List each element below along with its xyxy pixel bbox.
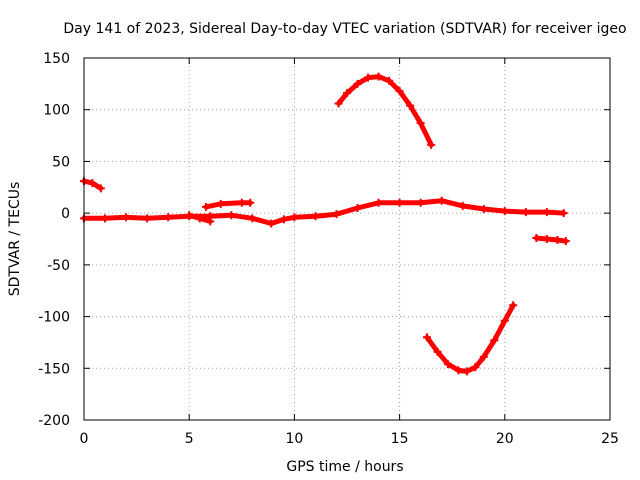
y-tick-label: 0 — [61, 206, 70, 222]
data-point — [437, 196, 446, 205]
data-point — [406, 101, 415, 110]
data-point — [374, 72, 383, 81]
data-point — [416, 119, 425, 128]
series-line — [424, 302, 516, 374]
data-point — [500, 316, 509, 325]
data-point — [353, 79, 362, 88]
data-point — [427, 140, 436, 149]
data-point — [422, 333, 431, 342]
chart-title: Day 141 of 2023, Sidereal Day-to-day VTE… — [63, 21, 626, 37]
data-point — [374, 198, 383, 207]
data-point — [559, 209, 568, 218]
data-point — [542, 208, 551, 217]
data-point — [471, 363, 480, 372]
data-point — [395, 87, 404, 96]
data-point — [206, 217, 215, 226]
data-point — [246, 198, 255, 207]
data-point — [195, 214, 204, 223]
data-point — [500, 207, 509, 216]
data-point — [343, 89, 351, 98]
y-tick-label: -200 — [38, 413, 70, 429]
data-series — [80, 72, 570, 376]
data-point — [122, 213, 131, 222]
data-point — [164, 213, 173, 222]
y-axis-label: SDTVAR / TECUs — [7, 182, 23, 297]
tick-labels: 0 5 10 15 20 25 -200 -150 -100 -50 0 50 100 150 — [38, 51, 619, 447]
data-point — [542, 235, 551, 243]
data-point — [454, 366, 463, 375]
data-point — [88, 179, 97, 188]
plot-frame — [83, 57, 611, 421]
data-point — [248, 214, 257, 223]
data-point — [96, 184, 105, 193]
data-point — [509, 301, 518, 310]
y-tick-label: 50 — [52, 154, 70, 170]
x-axis-label: GPS time / hours — [286, 459, 403, 475]
x-tick-label: 25 — [601, 431, 619, 447]
series-late-offset — [532, 233, 570, 246]
data-point — [353, 203, 362, 212]
data-point — [462, 367, 471, 376]
data-point — [385, 76, 394, 85]
x-tick-label: 15 — [391, 431, 409, 447]
data-point — [267, 219, 276, 228]
data-point — [443, 360, 452, 369]
y-tick-label: 150 — [43, 51, 70, 67]
series-high-arc — [334, 72, 436, 149]
y-tick-label: -50 — [47, 258, 70, 274]
series-line — [203, 200, 253, 210]
data-point — [479, 352, 488, 361]
series-dip-track — [185, 211, 215, 226]
data-point — [185, 211, 194, 220]
data-point — [433, 347, 442, 356]
data-point — [532, 233, 541, 242]
data-point — [479, 205, 488, 214]
data-point — [395, 198, 404, 207]
y-tick-label: -100 — [38, 310, 70, 326]
data-point — [521, 208, 530, 217]
data-point — [237, 198, 246, 207]
data-point — [334, 99, 343, 108]
data-point — [561, 237, 570, 246]
data-point — [311, 212, 320, 221]
series-low-arc — [422, 301, 518, 376]
data-point — [216, 199, 225, 208]
data-point — [332, 210, 341, 219]
series-line — [81, 198, 567, 226]
grid-lines — [84, 58, 610, 420]
x-tick-label: 0 — [80, 431, 89, 447]
y-tick-label: 100 — [43, 103, 70, 119]
data-point — [416, 198, 425, 207]
series-line — [533, 235, 569, 244]
data-point — [279, 215, 288, 224]
data-point — [227, 211, 236, 220]
axis-ticks — [83, 57, 611, 421]
data-point — [490, 336, 499, 345]
x-tick-label: 5 — [185, 431, 194, 447]
data-point — [553, 236, 562, 245]
data-point — [290, 213, 299, 222]
series-line — [336, 74, 434, 148]
x-tick-label: 10 — [285, 431, 303, 447]
data-point — [202, 202, 211, 211]
series-main-track — [80, 196, 568, 228]
series-bump-track — [202, 198, 255, 211]
data-point — [143, 214, 152, 223]
data-point — [101, 214, 110, 223]
data-point — [364, 73, 373, 82]
data-point — [458, 201, 467, 210]
y-tick-label: -150 — [38, 361, 70, 377]
x-tick-label: 20 — [496, 431, 514, 447]
